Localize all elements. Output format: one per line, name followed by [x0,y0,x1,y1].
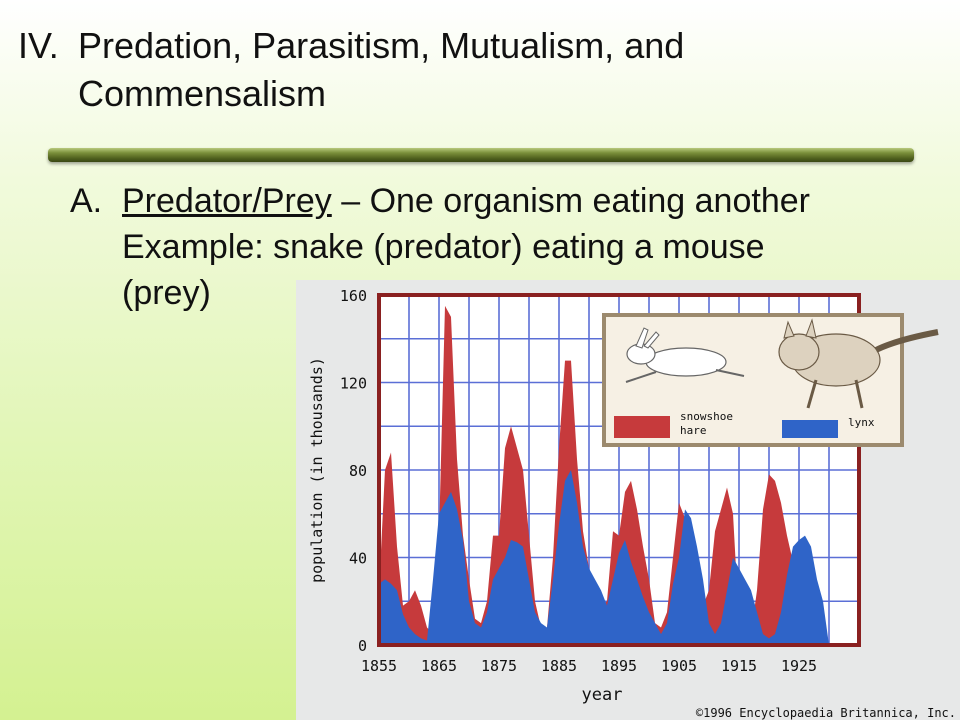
x-tick-label: 1875 [481,657,517,675]
title-divider [48,148,914,162]
x-tick-label: 1855 [361,657,397,675]
point-letter: A. [70,182,103,220]
x-axis-label: year [582,685,623,705]
point-term: Predator/Prey [122,182,332,220]
y-tick-label: 40 [349,550,367,568]
x-tick-label: 1895 [601,657,637,675]
y-axis-label: population (in thousands) [308,357,326,583]
x-tick-label: 1905 [661,657,697,675]
population-chart: 0 40 80 120 160 1855 1865 1875 1885 1895 1905 1915… [308,287,956,720]
x-tick-label: 1915 [721,657,757,675]
y-tick-label: 120 [340,375,367,393]
y-tick-label: 160 [340,287,367,305]
legend-label-hare-2: hare [680,424,707,437]
legend-label-hare-1: snowshoe [680,410,733,423]
lynx-icon [778,318,939,409]
legend-label-lynx: lynx [848,416,875,429]
y-tick-label: 80 [349,462,367,480]
point-example-continued: (prey) [122,274,211,312]
x-tick-label: 1885 [541,657,577,675]
point-line-1: Predator/Prey – One organism eating anot… [122,178,810,224]
point-definition: – One organism eating another [331,182,810,220]
legend-swatch-hare [614,416,670,438]
chart-image: 0 40 80 120 160 1855 1865 1875 1885 1895 1905 1915… [296,280,960,720]
y-tick-labels: 0 40 80 120 160 [340,287,367,655]
hare-icon [625,327,745,383]
plot-frame [377,293,861,647]
x-tick-label: 1865 [421,657,457,675]
legend: snowshoe hare lynx [602,313,939,447]
area-series-lynx [379,470,859,645]
copyright-text: ©1996 Encyclopaedia Britannica, Inc. [696,706,956,720]
y-tick-label: 0 [358,637,367,655]
data-areas [379,305,859,645]
title-text: Predation, Parasitism, Mutualism, and Co… [78,25,685,114]
legend-swatch-lynx [782,420,838,438]
title-number: IV. [18,25,59,66]
area-series-hare [379,305,859,645]
point-example: Example: snake (predator) eating a mouse [122,228,765,266]
x-tick-labels: 1855 1865 1875 1885 1895 1905 1915 1925 [361,657,817,675]
x-tick-label: 1925 [781,657,817,675]
